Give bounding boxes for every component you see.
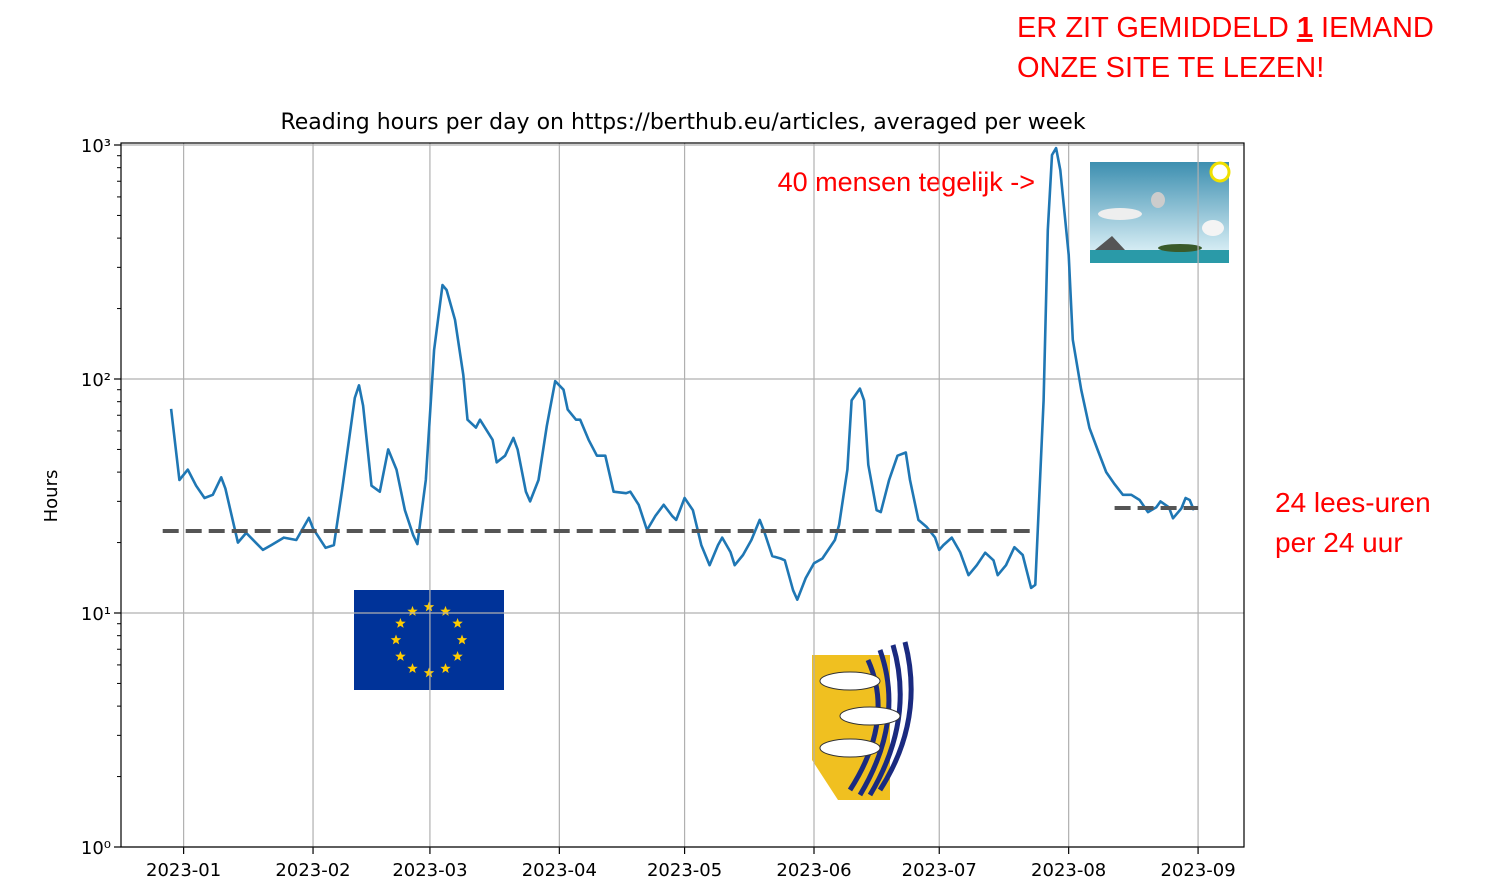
star [440,605,451,616]
x-tick-label: 2023-01 [146,860,221,881]
star [395,651,406,661]
x-tick-label: 2023-04 [522,860,597,881]
x-tick-label: 2023-09 [1160,860,1235,881]
coat-of-arms [812,641,914,800]
star [423,667,435,678]
y-tick-label: 10¹ [81,604,111,625]
star [407,605,418,616]
y-axis-label: Hours [41,470,62,523]
star [456,634,468,645]
side-annotation: 24 lees-uren [1275,487,1431,518]
climate-diagram [1090,161,1231,263]
star [452,651,463,661]
x-tick-label: 2023-03 [392,860,467,881]
star [395,618,406,628]
data-line [169,146,1196,601]
x-tick-label: 2023-08 [1031,860,1106,881]
star [440,663,451,673]
star [423,601,435,612]
peak-annotation: 40 mensen tegelijk -> [778,167,1035,197]
eu-flag [354,590,504,690]
x-tick-label: 2023-06 [776,860,851,881]
chart-title: Reading hours per day on https://berthub… [280,110,1085,135]
plot-frame [120,142,1245,848]
x-tick-label: 2023-07 [902,860,977,881]
star [407,663,418,673]
y-tick-label: 10⁰ [81,838,111,859]
y-tick-label: 10² [81,370,111,391]
headline-line-2: ONZE SITE TE LEZEN! [1017,52,1324,84]
x-tick-label: 2023-05 [647,860,722,881]
x-tick-label: 2023-02 [275,860,350,881]
star [452,618,463,628]
headline-line-1: ER ZIT GEMIDDELD 1 IEMAND [1017,12,1434,44]
star [390,634,402,645]
side-annotation: per 24 uur [1275,527,1403,558]
y-tick-label: 10³ [81,136,111,157]
